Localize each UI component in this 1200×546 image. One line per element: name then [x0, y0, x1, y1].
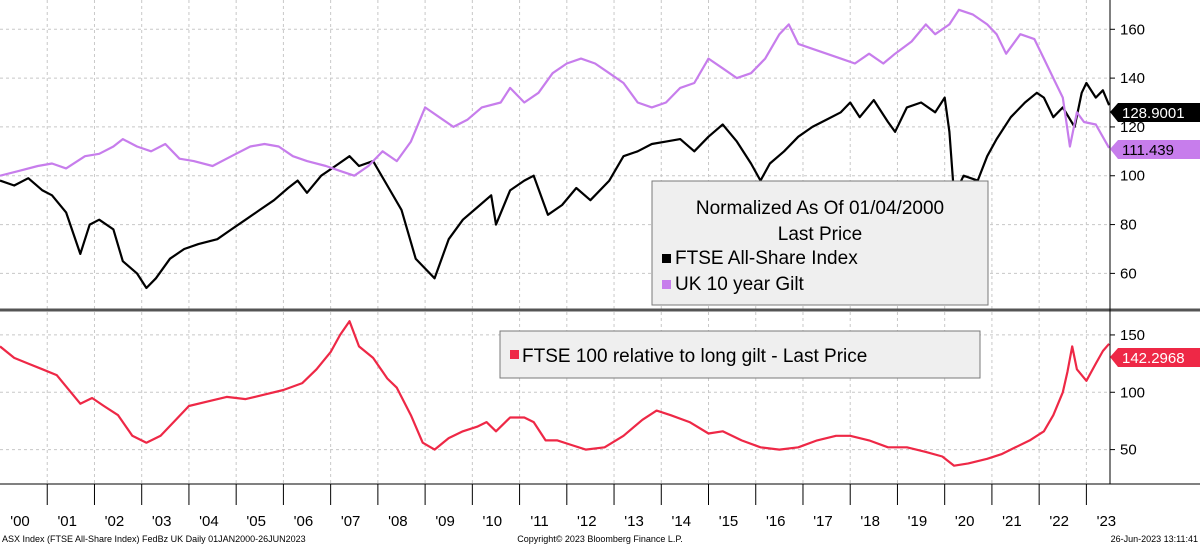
y-tick-label-0-3: 120 [1120, 119, 1145, 136]
y-tick-label-1-0: 50 [1120, 442, 1137, 459]
x-tick-label-8: '08 [388, 513, 408, 530]
x-tick-label-18: '18 [860, 513, 880, 530]
legend-top-title-line2: Last Price [778, 224, 862, 245]
x-tick-label-16: '16 [766, 513, 786, 530]
grid-layer [0, 0, 1110, 484]
series-line-0-1 [0, 8, 1111, 177]
legend-ftse-label: FTSE All-Share Index [675, 248, 858, 269]
y-tick-label-0-5: 160 [1120, 21, 1145, 38]
y-tick-label-0-4: 140 [1120, 70, 1145, 87]
legend-top: Normalized As Of 01/04/2000 Last Price F… [651, 180, 989, 306]
x-tick-label-14: '14 [671, 513, 691, 530]
legend-relative-label: FTSE 100 relative to long gilt - Last Pr… [522, 346, 867, 367]
axis-layer: 60 80 100 120 140 160 50 100 150 '00 '01 '02 '03 '04 '… [10, 21, 1145, 530]
legend-bottom: FTSE 100 relative to long gilt - Last Pr… [499, 330, 981, 379]
badge-gilt-shape [1110, 140, 1200, 159]
footer-right: 26-Jun-2023 13:11:41 [1111, 534, 1198, 544]
x-tick-label-2: '02 [105, 513, 125, 530]
badge-gilt-value: 111.439 [1122, 142, 1174, 159]
x-tick-label-19: '19 [908, 513, 928, 530]
x-tick-label-5: '05 [246, 513, 266, 530]
legend-bottom-box [499, 330, 981, 379]
x-tick-label-20: '20 [955, 513, 975, 530]
badge-relative-value: 142.2968 [1122, 350, 1185, 367]
y-tick-label-1-1: 100 [1120, 384, 1145, 401]
x-tick-label-6: '06 [294, 513, 314, 530]
x-tick-label-7: '07 [341, 513, 361, 530]
x-tick-label-11: '11 [530, 513, 548, 530]
badge-gilt: 111.439 [1110, 140, 1200, 159]
y-tick-label-1-2: 150 [1120, 327, 1145, 344]
y-tick-label-0-1: 80 [1120, 217, 1137, 234]
x-tick-label-9: '09 [435, 513, 455, 530]
legend-top-title-line1: Normalized As Of 01/04/2000 [696, 198, 944, 219]
badge-relative-shape [1110, 348, 1200, 367]
legend-relative-swatch [510, 350, 519, 359]
x-tick-label-3: '03 [152, 513, 172, 530]
series-line-0-0 [0, 81, 1111, 290]
legend-gilt-swatch [662, 280, 671, 289]
x-tick-label-4: '04 [199, 513, 219, 530]
x-tick-label-22: '22 [1049, 513, 1069, 530]
x-tick-label-23: '23 [1097, 513, 1117, 530]
x-tick-label-15: '15 [719, 513, 739, 530]
badge-ftse-shape [1110, 103, 1200, 122]
x-tick-label-13: '13 [624, 513, 644, 530]
x-tick-label-17: '17 [813, 513, 833, 530]
series-layer [0, 8, 1111, 467]
badge-relative: 142.2968 [1110, 348, 1200, 367]
x-tick-label-10: '10 [483, 513, 503, 530]
badge-ftse-value: 128.9001 [1122, 105, 1185, 122]
y-tick-label-0-2: 100 [1120, 168, 1145, 185]
y-tick-label-0-0: 60 [1120, 265, 1137, 282]
x-tick-label-0: '00 [10, 513, 30, 530]
x-tick-label-21: '21 [1002, 513, 1022, 530]
legend-gilt-label: UK 10 year Gilt [675, 274, 805, 295]
legend-ftse-swatch [662, 254, 671, 263]
legend-top-box [651, 180, 989, 306]
x-tick-label-1: '01 [57, 513, 77, 530]
footer-left: ASX Index (FTSE All-Share Index) FedBz U… [2, 534, 306, 544]
series-line-1-0 [0, 320, 1110, 467]
x-tick-label-12: '12 [577, 513, 597, 530]
badge-ftse: 128.9001 [1110, 103, 1200, 122]
footer-center: Copyright© 2023 Bloomberg Finance L.P. [517, 534, 683, 544]
